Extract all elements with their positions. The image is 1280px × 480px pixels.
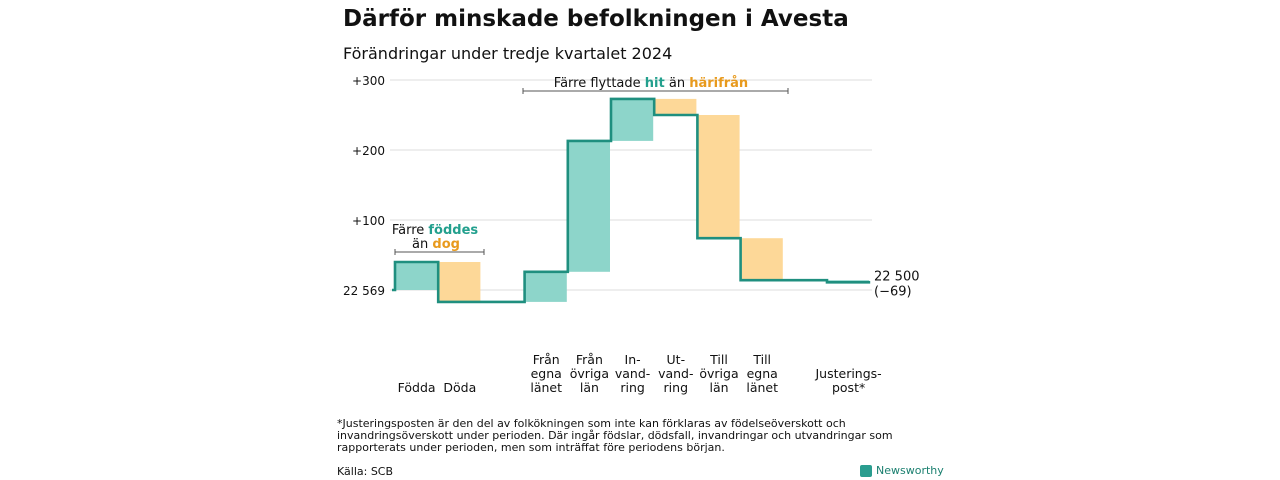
y-tick-label: 22 569 [343, 284, 385, 298]
source-label: Källa: SCB [337, 465, 394, 478]
category-label: län [709, 380, 728, 395]
category-label: Ut- [667, 352, 686, 367]
waterfall-chart: 22 569+100+200+300 Födda DödaFrånegnaläne… [343, 74, 920, 395]
y-tick-label: +100 [352, 214, 385, 228]
category-label: Födda [398, 380, 436, 395]
annotation-span: Färre flyttade [554, 76, 645, 91]
y-axis-tick-labels: 22 569 +100 +200 +300 [343, 74, 385, 298]
annotation-span: än [665, 76, 689, 91]
annotation-span: härifrån [689, 76, 748, 91]
chart-title: Därför minskade befolkningen i Avesta [343, 6, 849, 32]
category-label: län [580, 380, 599, 395]
category-label: vand- [615, 366, 650, 381]
category-label: övriga [699, 366, 738, 381]
annotation-text: Färre flyttade hit än härifrån [554, 76, 748, 91]
category-label: post* [832, 380, 865, 395]
chart-subtitle: Förändringar under tredje kvartalet 2024 [343, 44, 673, 63]
footnote: *Justeringsposten är den del av folkökni… [337, 417, 893, 454]
newsworthy-logo-icon [860, 464, 872, 477]
annotation-span: föddes [428, 223, 478, 238]
annotation-text: än dog [412, 237, 460, 252]
category-label: In- [625, 352, 641, 367]
bar [655, 98, 697, 115]
bar [525, 271, 567, 302]
category-label: egna [747, 366, 778, 381]
category-label: Till [752, 352, 771, 367]
bar [698, 115, 740, 239]
annotation-span: hit [645, 76, 665, 91]
category-labels: Födda DödaFrånegnalänetFrånövrigalänIn-va… [398, 352, 882, 395]
category-label: Från [533, 352, 560, 367]
end-change-label: (−69) [874, 284, 912, 299]
brand-logo: Newsworthy [860, 464, 944, 477]
category-label: Från [576, 352, 603, 367]
bar [396, 262, 438, 290]
cumulative-step-line [392, 97, 871, 304]
category-label: Justerings- [814, 366, 881, 381]
y-tick-label: +200 [352, 144, 385, 158]
bar [568, 140, 610, 272]
end-value-label: 22 500 [874, 269, 920, 284]
bars [396, 98, 870, 302]
annotation-text: Färre föddes [392, 223, 479, 238]
category-label: ring [664, 380, 688, 395]
annotation-span: än [412, 237, 432, 252]
category-label: Till [709, 352, 728, 367]
y-tick-label: +300 [352, 74, 385, 88]
bar [612, 98, 654, 141]
category-label: egna [531, 366, 562, 381]
bar [439, 262, 481, 302]
category-label: länet [530, 380, 562, 395]
category-label: Döda [443, 380, 476, 395]
category-label: övriga [570, 366, 609, 381]
annotation-span: Färre [392, 223, 429, 238]
bar [741, 238, 783, 281]
brand-name: Newsworthy [876, 464, 944, 477]
category-label: ring [620, 380, 644, 395]
category-label: vand- [658, 366, 693, 381]
annotation-span: dog [432, 237, 460, 252]
category-label: länet [746, 380, 778, 395]
